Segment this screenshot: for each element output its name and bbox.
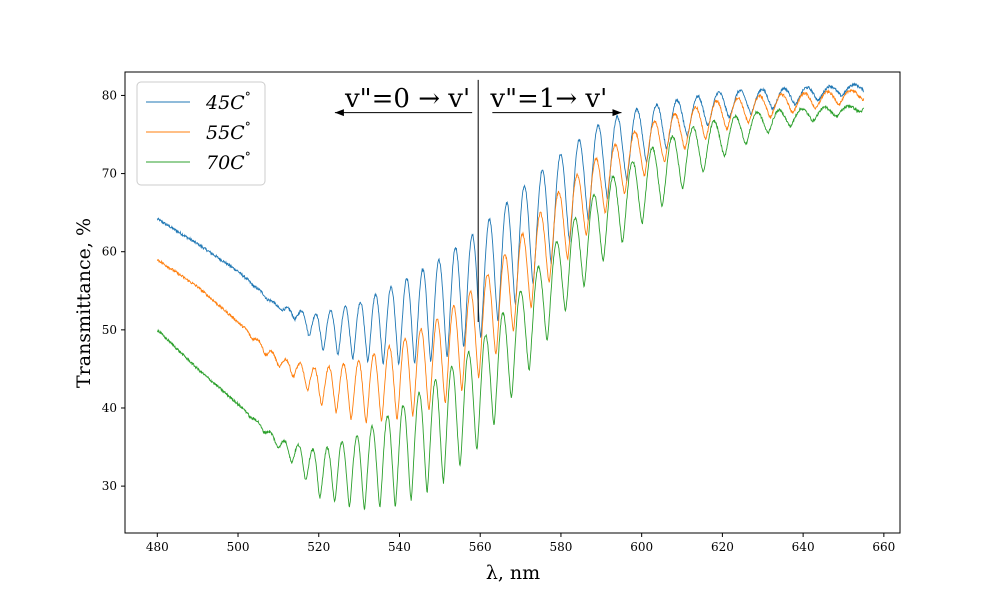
x-tick-label: 520: [307, 540, 330, 554]
series-layer: [156, 82, 865, 511]
x-tick-label: 500: [227, 540, 250, 554]
annotation-layer: v"=0 → v' v"=1→ v': [334, 79, 622, 323]
x-axis-title: λ, nm: [486, 562, 540, 584]
y-axis-ticks: 30 40 50 60 70 80: [102, 88, 125, 493]
x-tick-label: 600: [630, 540, 653, 554]
series-line-3: [156, 104, 865, 511]
x-tick-label: 640: [792, 540, 815, 554]
y-tick-label: 30: [102, 479, 117, 493]
x-tick-label: 560: [469, 540, 492, 554]
legend-box: [136, 81, 266, 186]
legend: 45C° 55C° 70C°: [136, 81, 266, 186]
legend-entries: 45C° 55C° 70C°: [146, 90, 251, 174]
x-tick-label: 540: [388, 540, 411, 554]
x-tick-label: 480: [146, 540, 169, 554]
y-tick-label: 40: [102, 401, 117, 415]
x-tick-label: 660: [872, 540, 895, 554]
x-axis-ticks: 480 500 520 540 560 580 600 620 640 660: [146, 533, 895, 554]
series-line-2: [156, 88, 865, 424]
legend-label-3: 70C°: [206, 150, 251, 174]
legend-degree-sign: °: [245, 90, 251, 104]
legend-degree-sign: °: [245, 120, 251, 134]
x-tick-label: 580: [549, 540, 572, 554]
annotation-v0-label: v"=0 → v': [344, 84, 470, 114]
annotation-v1-label: v"=1→ v': [489, 84, 607, 114]
y-tick-label: 80: [102, 88, 117, 102]
y-tick-label: 50: [102, 323, 117, 337]
legend-degree-sign: °: [245, 150, 251, 164]
y-tick-label: 60: [102, 245, 117, 259]
legend-label-2: 55C°: [206, 120, 251, 144]
x-tick-label: 620: [711, 540, 734, 554]
series-line-1: [156, 82, 865, 366]
y-axis-title: Transmittance, %: [73, 218, 95, 388]
y-tick-label: 70: [102, 167, 117, 181]
legend-label-1: 45C°: [205, 90, 251, 114]
annotation-arrow-head: [334, 109, 344, 117]
annotation-arrow-head: [612, 109, 622, 117]
plot-frame: [124, 71, 901, 534]
